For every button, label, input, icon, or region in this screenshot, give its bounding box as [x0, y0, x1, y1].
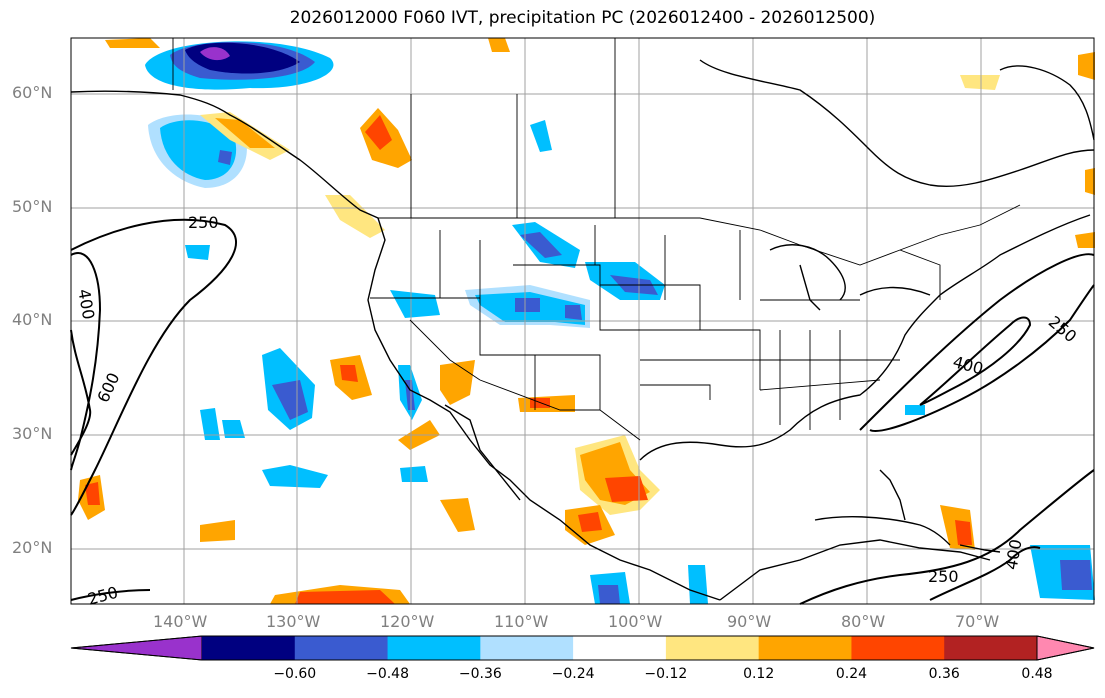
contour-label-400-west: 400	[74, 288, 98, 321]
colorbar	[70, 635, 1095, 661]
contour-label-250-caribbean: 250	[928, 567, 959, 586]
colorbar-extend-low	[70, 635, 203, 661]
colorbar-swatch	[294, 636, 389, 660]
political-borders	[172, 38, 1021, 441]
colorbar-tick-label: −0.60	[273, 666, 317, 682]
colorbar-tick-label: −0.48	[366, 666, 409, 682]
lon-label-130w: 130°W	[266, 612, 321, 631]
colorbar-tick-label: −0.12	[644, 666, 688, 682]
lat-label-30n: 30°N	[12, 424, 53, 443]
colorbar-swatch	[573, 636, 667, 660]
colorbar-extend-high	[1036, 635, 1095, 661]
lat-label-50n: 50°N	[12, 197, 53, 216]
map-title: 2026012000 F060 IVT, precipitation PC (2…	[289, 8, 876, 28]
lat-label-20n: 20°N	[12, 538, 53, 557]
contour-label-400-caribbean: 400	[1002, 538, 1026, 571]
colorbar-tick-label: 0.24	[835, 666, 868, 682]
colorbar-swatch	[480, 636, 574, 660]
colorbar-swatch	[851, 636, 945, 660]
colorbar-swatch	[387, 636, 481, 660]
colorbar-swatch	[665, 636, 760, 660]
colorbar-tick-label: 0.36	[928, 666, 960, 682]
contour-label-600-west: 600	[93, 370, 123, 406]
colorbar-outline	[70, 635, 1095, 661]
map-frame	[70, 37, 1095, 605]
lon-label-100w: 100°W	[608, 612, 663, 631]
lat-label-60n: 60°N	[12, 83, 53, 102]
contour-label-250-southwest: 250	[86, 583, 120, 609]
lon-label-90w: 90°W	[727, 612, 772, 631]
graticule	[71, 38, 1094, 604]
colorbar-swatch	[944, 636, 1038, 660]
lat-label-40n: 40°N	[12, 310, 53, 329]
contour-label-250-east: 250	[1045, 312, 1081, 346]
colorbar-tick-label: 0.48	[1021, 666, 1053, 682]
colorbar-tick-label: −0.36	[458, 666, 502, 682]
coastlines	[70, 59, 1095, 601]
colorbar-swatch	[758, 636, 852, 660]
colorbar-tick-label: 0.12	[743, 666, 775, 682]
colorbar-tick-label: −0.24	[551, 666, 595, 682]
colorbar-swatch	[202, 636, 296, 660]
ivt-contours	[70, 218, 1095, 605]
lon-label-80w: 80°W	[841, 612, 886, 631]
lon-label-140w: 140°W	[153, 612, 208, 631]
lon-label-110w: 110°W	[494, 612, 549, 631]
lon-label-120w: 120°W	[380, 612, 435, 631]
lon-label-70w: 70°W	[955, 612, 1000, 631]
contour-label-250-west: 250	[188, 213, 219, 232]
